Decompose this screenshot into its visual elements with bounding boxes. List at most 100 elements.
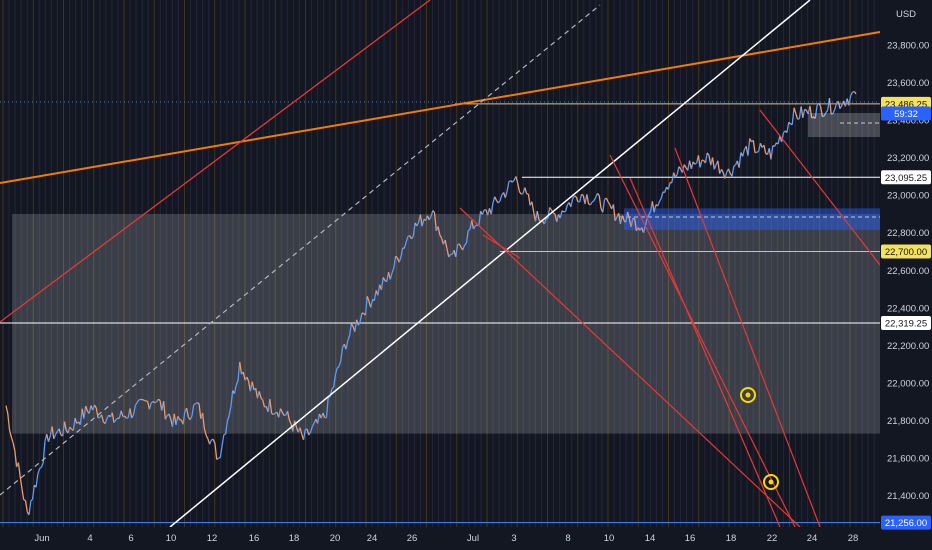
price-segment [100,414,105,423]
price-segment [561,210,565,213]
price-segment [347,335,351,341]
price-segment [223,433,226,436]
price-segment [354,319,358,332]
price-segment [331,386,335,390]
price-segment [852,90,855,93]
price-segment [132,405,136,416]
price-segment [618,213,622,224]
price-segment [17,462,21,477]
price-segment [395,255,398,259]
price-label-text: 21,256.00 [885,518,927,529]
price-segment [317,413,321,424]
x-tick-label: 20 [330,533,341,544]
price-segment [433,212,437,231]
price-segment [12,442,16,451]
price-segment [446,248,450,258]
price-segment [795,113,799,120]
price-segment [531,201,535,213]
price-segment [201,412,205,429]
price-segment [286,411,290,421]
price-segment [419,214,423,227]
zone-1 [624,208,880,230]
price-segment [772,145,775,148]
price-segment [40,462,44,468]
price-segment [219,445,223,458]
price-segment [570,198,574,207]
price-segment [31,485,35,500]
price-segment [410,236,414,240]
price-segment [224,421,228,435]
price-segment [185,408,190,418]
price-segment [209,439,213,445]
price-segment [517,183,521,192]
price-segment [607,201,611,206]
price-label-box [881,170,931,185]
price-segment [221,434,225,447]
price-segment [432,210,436,214]
trendlines [0,0,881,528]
x-tick-label: 24 [807,533,818,544]
x-tick-label: Jun [34,533,49,544]
price-segment [364,296,368,316]
price-segment [228,406,232,416]
price-segment [203,428,207,436]
price-segment [490,202,494,215]
price-segment [104,418,108,424]
price-segment [37,468,41,475]
price-segment [309,426,313,432]
price-segment [848,95,852,106]
price-segment [196,402,200,405]
price-segment [752,140,756,153]
price-segment [605,197,609,203]
circle-marker-dot [768,479,774,485]
price-segment [129,408,133,419]
red-trendline [0,0,431,323]
price-segment [239,361,243,375]
price-segment [563,210,566,213]
price-segment [602,199,606,213]
price-segment [704,152,708,164]
price-segment [462,244,466,251]
price-segment [471,220,475,230]
price-segment [79,408,83,425]
price-segment [131,414,135,419]
price-segment [430,210,434,217]
price-segment [336,366,340,369]
x-tick-label: 26 [407,533,418,544]
price-segment [377,284,381,296]
price-segment [494,196,498,201]
zone-0 [12,213,880,434]
price-label-text: 23,095.25 [885,173,927,184]
price-segment [67,426,71,434]
price-segment [830,112,834,115]
y-tick-label: 21,800.00 [887,416,929,427]
price-segment [634,218,638,232]
price-label-box [881,315,931,330]
price-segment [154,401,157,404]
price-axis: USD [880,0,932,550]
price-label-text: 22,700.00 [885,247,927,258]
price-segment [508,180,511,183]
price-segment [492,196,496,203]
price-segment [819,106,823,117]
price-segment [814,105,818,119]
x-tick-label: 18 [289,533,300,544]
price-segment [189,415,193,421]
price-segment [742,149,746,157]
time-axis-background [0,527,880,550]
price-segment [549,207,552,211]
price-segment [299,427,303,435]
price-segment [416,222,420,227]
price-segment [389,272,393,280]
x-tick-label: 12 [207,533,218,544]
plot-background [0,0,880,527]
price-segment [676,166,680,175]
price-segment [747,138,751,156]
price-segment [625,211,629,223]
price-segment [474,224,478,227]
price-segment [759,143,763,148]
price-segment [292,420,296,432]
price-segment [536,211,540,221]
